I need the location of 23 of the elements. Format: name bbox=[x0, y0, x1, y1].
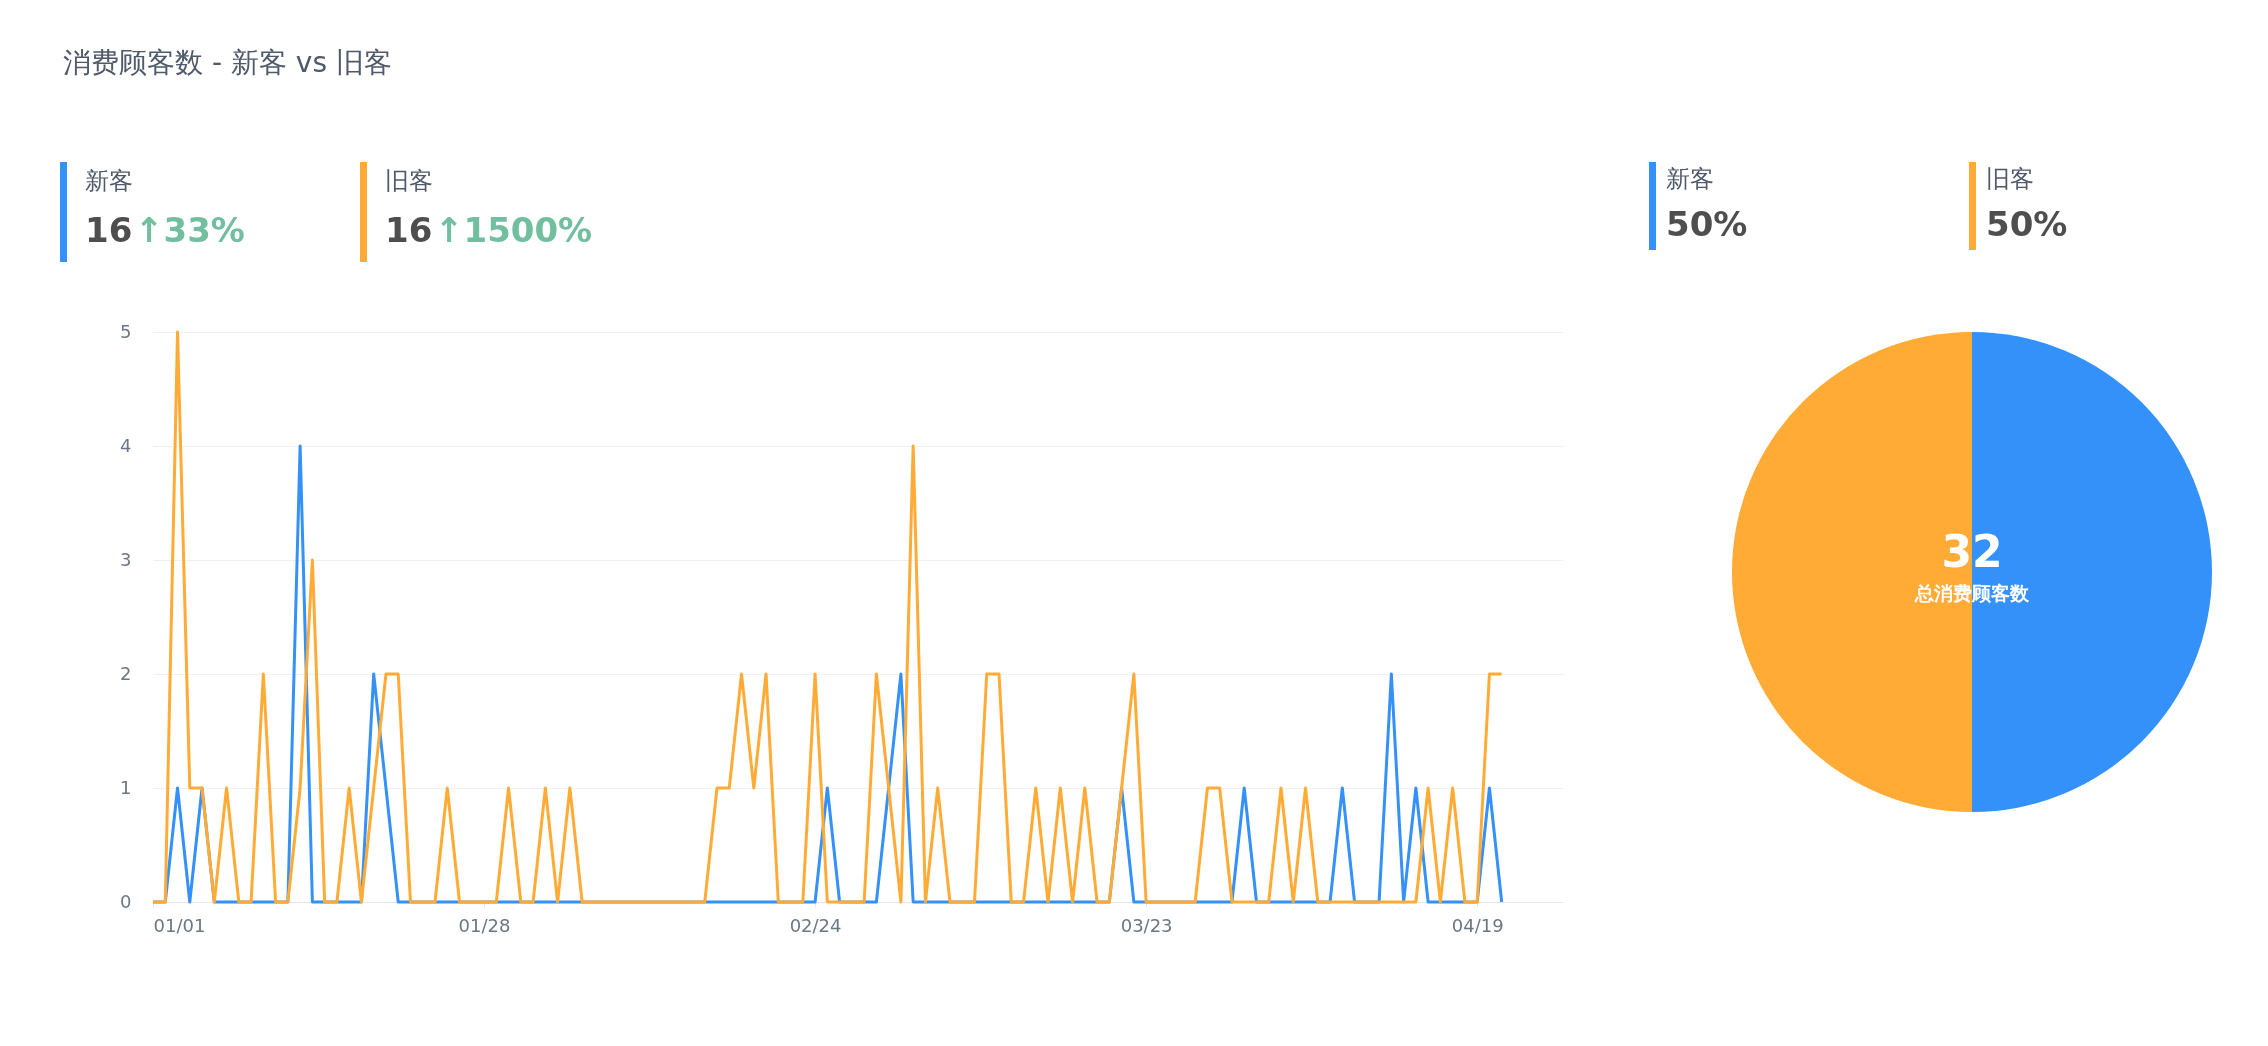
text: ↑1500% bbox=[435, 210, 593, 250]
x-tick-label: 03/23 bbox=[1120, 914, 1173, 936]
text: 总消费顾客数 bbox=[1914, 582, 2030, 604]
x-tick-label: 01/28 bbox=[458, 914, 511, 936]
data-label: 50% bbox=[1986, 204, 2068, 244]
x-tick-label: 01/01 bbox=[153, 914, 206, 936]
chart-title: 消费顾客数 - 新客 vs 旧客 bbox=[63, 46, 392, 79]
y-tick-label: 3 bbox=[120, 548, 132, 570]
y-tick-label: 0 bbox=[120, 890, 132, 912]
text: 16 bbox=[385, 210, 433, 250]
legend-label: 旧客 bbox=[385, 167, 433, 195]
y-tick-label: 2 bbox=[120, 662, 132, 684]
y-tick-label: 1 bbox=[120, 776, 132, 798]
y-tick-label: 5 bbox=[120, 320, 132, 342]
x-tick-label: 02/24 bbox=[789, 914, 842, 936]
legend-label: 新客 bbox=[85, 167, 133, 195]
text: ↑33% bbox=[135, 210, 245, 250]
legend-label: 新客 bbox=[1666, 165, 1714, 193]
x-tick-label: 04/19 bbox=[1451, 914, 1504, 936]
text: 16 bbox=[85, 210, 133, 250]
data-label: 50% bbox=[1666, 204, 1748, 244]
y-tick-label: 4 bbox=[120, 434, 132, 456]
legend-label: 旧客 bbox=[1986, 165, 2034, 193]
